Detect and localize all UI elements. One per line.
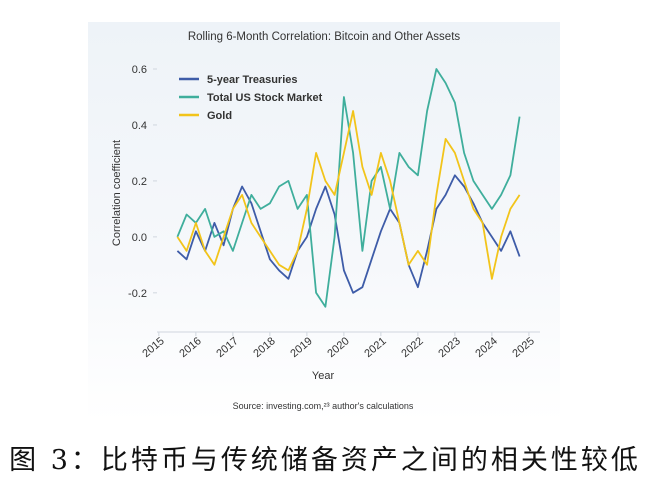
line-series <box>176 68 521 308</box>
x-tick-label: 2018 <box>251 335 277 360</box>
line-series <box>176 110 521 280</box>
x-tick-label: 2015 <box>140 335 166 360</box>
chart-title: Rolling 6-Month Correlation: Bitcoin and… <box>188 31 461 43</box>
x-tick-label: 2021 <box>362 335 388 360</box>
x-tick-label: 2025 <box>510 335 536 360</box>
x-tick-label: 2024 <box>473 335 499 360</box>
x-tick-label: 2016 <box>177 335 203 360</box>
x-tick-label: 2020 <box>325 335 351 360</box>
legend-label: Total US Stock Market <box>207 92 323 104</box>
x-axis-label: Year <box>312 370 335 382</box>
y-axis-label: Correlation coefficient <box>111 140 123 246</box>
source-note: Source: investing.com,²³ author's calcul… <box>233 401 414 411</box>
legend-label: 5-year Treasuries <box>207 74 298 86</box>
y-tick-label: 0.4 <box>132 120 147 132</box>
x-tick-label: 2023 <box>436 335 462 360</box>
chart: Rolling 6-Month Correlation: Bitcoin and… <box>111 31 540 411</box>
y-tick-label: 0.0 <box>132 232 147 244</box>
y-tick-label: 0.6 <box>132 64 147 76</box>
x-tick-label: 2022 <box>399 335 425 360</box>
x-tick-label: 2017 <box>214 335 240 360</box>
y-tick-label: 0.2 <box>132 176 147 188</box>
legend-label: Gold <box>207 110 232 122</box>
figure-caption: 图 3：比特币与传统储备资产之间的相关性较低 <box>9 445 641 476</box>
x-tick-label: 2019 <box>288 335 314 360</box>
y-tick-label: -0.2 <box>128 288 147 300</box>
